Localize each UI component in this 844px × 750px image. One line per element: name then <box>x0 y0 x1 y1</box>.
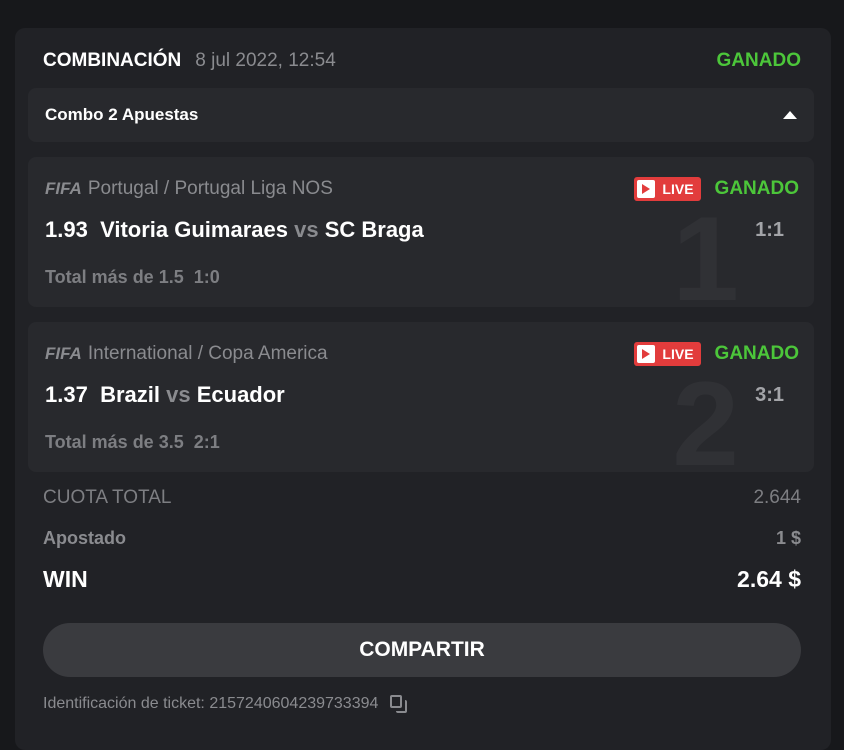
league: Portugal / Portugal Liga NOS <box>87 178 333 199</box>
bet-index: 1 <box>672 209 739 307</box>
live-badge: LIVE <box>634 342 701 366</box>
match: 1.37 Brazil vs Ecuador <box>45 382 285 407</box>
combo-toggle[interactable]: Combo 2 Apuestas <box>28 88 814 142</box>
status-badge: GANADO <box>716 50 801 71</box>
bet-status: GANADO <box>714 178 799 199</box>
play-icon <box>637 345 656 363</box>
chevron-up-icon[interactable] <box>783 111 797 119</box>
ticket-header: COMBINACIÓN 8 jul 2022, 12:54 GANADO <box>43 46 801 76</box>
combo-label: Combo 2 Apuestas <box>45 105 199 124</box>
share-button[interactable]: COMPARTIR <box>43 623 801 677</box>
bet-status: GANADO <box>714 343 799 364</box>
ticket-id: Identificación de ticket: 21572406042397… <box>43 695 408 713</box>
match-score: 3:1 <box>755 384 784 406</box>
selection: Total más de 3.5 2:1 <box>45 432 220 452</box>
selection: Total más de 1.5 1:0 <box>45 267 220 287</box>
live-badge: LIVE <box>634 177 701 201</box>
match: 1.93 Vitoria Guimaraes vs SC Braga <box>45 217 424 242</box>
match-score: 1:1 <box>755 219 784 241</box>
bet-item: 2 FIFA International / Copa America LIVE… <box>28 322 814 472</box>
fifa-logo-icon: FIFA <box>45 179 82 198</box>
win-row: WIN 2.64 $ <box>43 566 801 592</box>
copy-icon[interactable] <box>390 695 408 713</box>
bet-type: COMBINACIÓN <box>43 50 182 71</box>
fifa-logo-icon: FIFA <box>45 344 82 363</box>
play-icon <box>637 180 656 198</box>
stake-row: Apostado 1 $ <box>43 528 801 548</box>
bet-ticket-card: COMBINACIÓN 8 jul 2022, 12:54 GANADO Com… <box>15 28 831 750</box>
league: International / Copa America <box>87 343 328 364</box>
bet-date: 8 jul 2022, 12:54 <box>195 50 336 71</box>
total-odds-row: CUOTA TOTAL 2.644 <box>43 487 801 508</box>
bet-item: 1 FIFA Portugal / Portugal Liga NOS LIVE… <box>28 157 814 307</box>
bet-index: 2 <box>672 374 739 472</box>
